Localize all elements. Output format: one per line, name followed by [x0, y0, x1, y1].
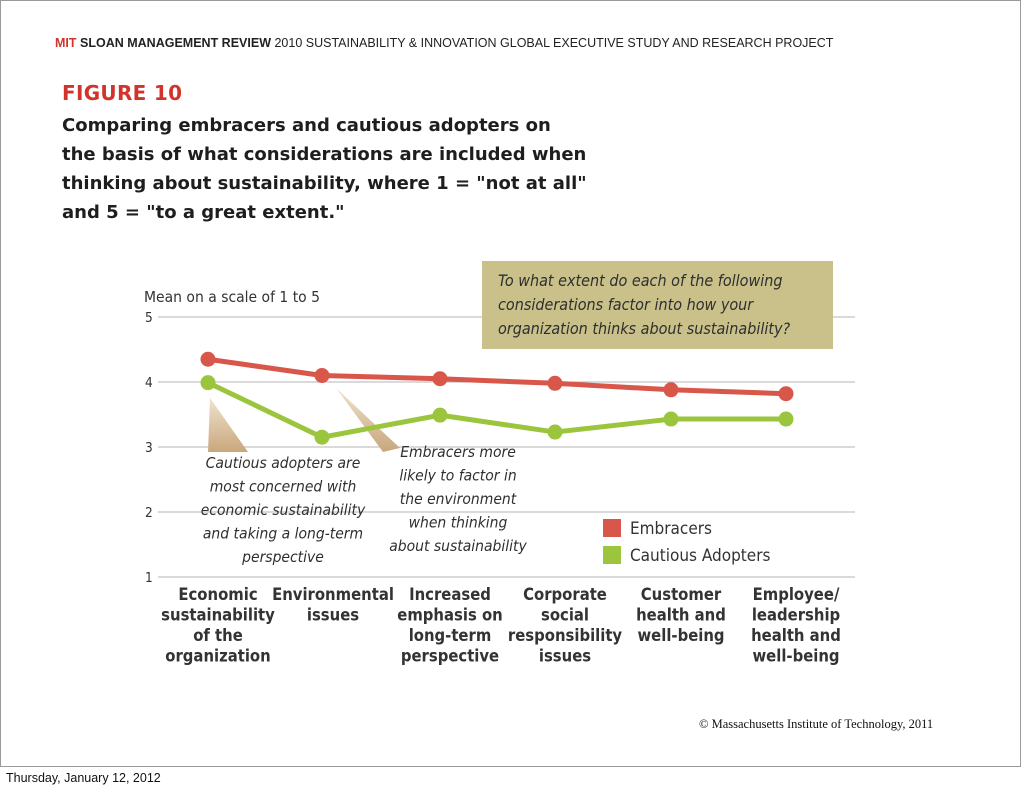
figure-label: FIGURE 10 — [62, 81, 183, 105]
annotation-embracers: the environment — [400, 490, 517, 508]
annotation-pointer — [336, 388, 400, 452]
data-point — [314, 368, 330, 383]
x-category-label: responsibility — [508, 626, 623, 645]
caption-line: thinking about sustainability, where 1 =… — [62, 173, 587, 194]
series-line-embracers — [207, 356, 787, 397]
annotation-cautious: Cautious adopters are — [206, 454, 361, 472]
data-point — [314, 429, 330, 445]
annotation-embracers: when thinking — [409, 514, 508, 532]
legend-swatch — [603, 546, 621, 564]
header-sloan: SLOAN MANAGEMENT REVIEW — [80, 36, 271, 50]
study-header: MIT SLOAN MANAGEMENT REVIEW 2010 SUSTAIN… — [55, 36, 833, 50]
series-line-cautious-adopters — [206, 380, 786, 440]
data-point — [200, 375, 216, 391]
data-point — [432, 371, 448, 387]
x-category-label: leadership — [752, 606, 840, 625]
annotation-cautious: economic sustainability — [201, 501, 366, 519]
y-axis-label: Mean on a scale of 1 to 5 — [144, 288, 320, 306]
y-tick-label: 3 — [145, 440, 153, 456]
x-category-label: well-being — [752, 647, 839, 666]
data-point — [432, 407, 448, 423]
question-box-text: To what extent do each of the following — [498, 271, 782, 290]
x-category-label: health and — [751, 626, 841, 645]
y-tick-label: 4 — [145, 375, 153, 391]
annotation-embracers: likely to factor in — [399, 467, 516, 485]
data-point — [778, 386, 794, 402]
x-category-label: social — [541, 606, 589, 625]
figure-caption: Comparing embracers and cautious adopter… — [62, 111, 622, 227]
data-point — [663, 411, 679, 427]
x-category-label: issues — [539, 647, 591, 666]
x-category-label: issues — [307, 606, 359, 625]
caption-line: the basis of what considerations are inc… — [62, 144, 587, 165]
x-category-label: well-being — [637, 626, 724, 645]
x-category-label: Environmental — [272, 585, 394, 604]
x-category-label: sustainability — [161, 606, 275, 625]
x-category-label: organization — [165, 647, 270, 666]
y-tick-label: 1 — [145, 570, 153, 586]
copyright-notice: © Massachusetts Institute of Technology,… — [699, 717, 934, 731]
caption-line: and 5 = "to a great extent." — [62, 202, 345, 223]
x-category-label: emphasis on — [397, 606, 502, 625]
data-point — [547, 375, 563, 391]
data-point — [778, 411, 794, 427]
y-tick-label: 2 — [145, 505, 153, 521]
x-category-label: long-term — [409, 626, 492, 645]
header-mit: MIT — [55, 36, 77, 50]
annotation-cautious: perspective — [241, 548, 324, 566]
annotation-pointer — [208, 398, 248, 452]
annotation-embracers: about sustainability — [389, 537, 527, 555]
footer-date: Thursday, January 12, 2012 — [6, 771, 161, 785]
legend-label: Embracers — [630, 519, 712, 539]
x-category-label: of the — [193, 626, 243, 645]
x-category-label: Employee/ — [753, 585, 840, 604]
y-tick-label: 5 — [145, 310, 153, 326]
header-study: 2010 SUSTAINABILITY & INNOVATION GLOBAL … — [274, 36, 834, 50]
x-category-label: Increased — [409, 585, 491, 604]
question-box-text: considerations factor into how your — [498, 295, 754, 314]
question-box-text: organization thinks about sustainability… — [498, 319, 791, 338]
x-category-label: health and — [636, 606, 726, 625]
annotation-embracers: Embracers more — [400, 443, 516, 461]
legend-label: Cautious Adopters — [630, 546, 770, 566]
data-point — [663, 382, 679, 398]
annotation-cautious: most concerned with — [210, 478, 357, 496]
data-point — [200, 351, 216, 367]
x-category-label: Economic — [178, 585, 257, 604]
x-category-label: Corporate — [523, 585, 607, 604]
data-point — [547, 424, 563, 440]
question-box — [482, 261, 833, 349]
x-category-label: perspective — [401, 647, 499, 666]
caption-line: Comparing embracers and cautious adopter… — [62, 115, 551, 136]
legend-swatch — [603, 519, 621, 537]
annotation-cautious: and taking a long-term — [203, 525, 363, 543]
x-category-label: Customer — [641, 585, 722, 604]
